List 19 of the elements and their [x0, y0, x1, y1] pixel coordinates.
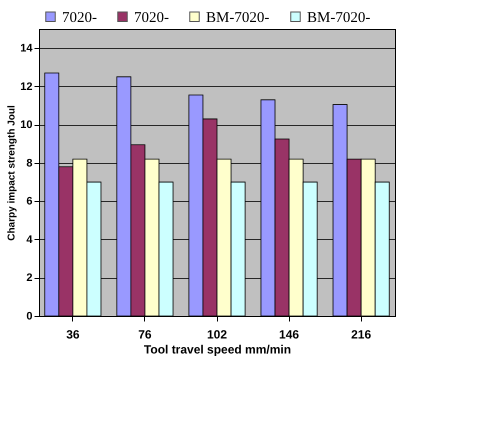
x-tick-label: 36 — [66, 328, 80, 342]
y-axis-title: Charpy impact strength Joul — [6, 104, 18, 241]
legend-label: 7020- — [62, 10, 97, 26]
y-tick-label: 10 — [20, 119, 32, 132]
y-tick-label: 8 — [26, 157, 32, 170]
x-tick-label: 102 — [206, 328, 228, 342]
y-tick-label: 0 — [26, 310, 32, 322]
x-tick-label: 146 — [279, 328, 300, 342]
x-tick-label: 76 — [138, 328, 152, 342]
legend-label: BM-7020- — [206, 10, 270, 26]
y-tick-label: 2 — [26, 272, 32, 284]
y-tick-label: 6 — [26, 196, 32, 208]
legend-label: BM-7020- — [307, 10, 370, 26]
y-tick-label: 14 — [20, 42, 34, 55]
legend-label: 7020- — [134, 10, 169, 26]
y-tick-label: 12 — [20, 80, 32, 93]
x-axis-title: Tool travel speed mm/min — [144, 342, 292, 356]
y-tick-label: 4 — [26, 234, 34, 246]
x-tick-label: 216 — [351, 328, 372, 342]
